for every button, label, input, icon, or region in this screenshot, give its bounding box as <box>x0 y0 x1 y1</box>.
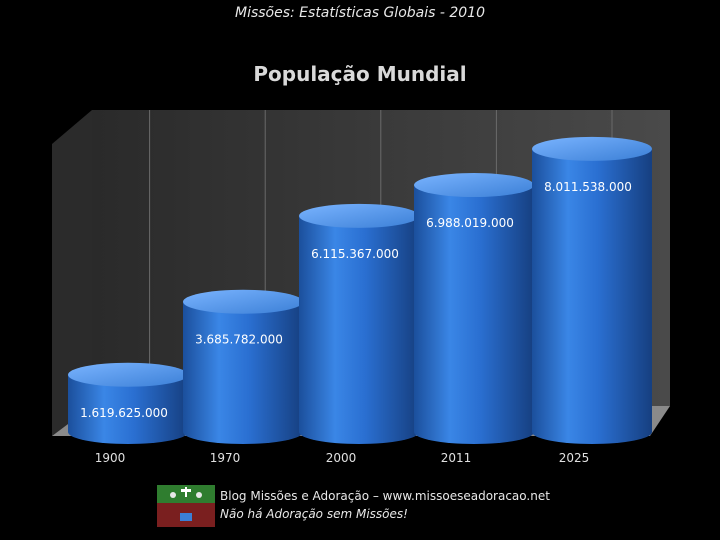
data-label: 1.619.625.000 <box>80 406 168 420</box>
bar-2025 <box>532 136 652 444</box>
bar-1970 <box>183 289 303 444</box>
blog-credit: Blog Missões e Adoração – www.missoesead… <box>220 489 550 503</box>
missions-logo-icon <box>157 485 215 527</box>
bar-top <box>183 289 303 314</box>
footer: Blog Missões e Adoração – www.missoesead… <box>157 485 577 527</box>
x-tick-label: 2025 <box>559 451 590 465</box>
x-tick-label: 2011 <box>441 451 472 465</box>
chart-title: População Mundial <box>253 62 467 86</box>
data-label: 8.011.538.000 <box>544 180 632 194</box>
bar-body <box>532 148 652 444</box>
data-label: 6.988.019.000 <box>426 216 514 230</box>
slide-header: Missões: Estatísticas Globais - 2010 <box>234 5 485 21</box>
bar-body <box>414 185 534 445</box>
data-label: 6.115.367.000 <box>311 247 399 261</box>
bar-top <box>299 203 419 228</box>
bar-2000 <box>299 203 419 444</box>
bar-top <box>414 173 534 198</box>
bar-top <box>68 362 188 387</box>
bar-1900 <box>68 362 188 444</box>
chart-side-wall <box>52 110 92 436</box>
data-label: 3.685.782.000 <box>195 333 283 347</box>
bar-body <box>183 301 303 444</box>
bar-top <box>532 136 652 161</box>
bar-body <box>68 374 188 444</box>
x-tick-label: 2000 <box>326 451 357 465</box>
bar-2011 <box>414 173 534 445</box>
blog-motto: Não há Adoração sem Missões! <box>220 507 408 521</box>
x-tick-label: 1970 <box>210 451 241 465</box>
x-tick-label: 1900 <box>95 451 126 465</box>
bar-body <box>299 215 419 444</box>
